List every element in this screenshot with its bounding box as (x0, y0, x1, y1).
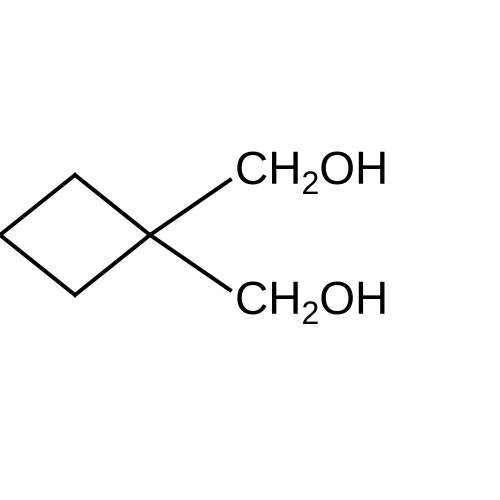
bond-lines (0, 0, 500, 500)
formula-subscript: 2 (301, 165, 319, 201)
bond-line (75, 175, 150, 235)
formula-text-oh: OH (319, 272, 388, 324)
formula-text-oh: OH (319, 142, 388, 194)
bond-line (150, 180, 230, 235)
bond-line (0, 235, 75, 295)
formula-lower: CH2OH (235, 271, 388, 332)
bond-line (75, 235, 150, 295)
formula-subscript: 2 (301, 295, 319, 331)
bond-line (0, 175, 75, 235)
formula-text-ch: CH (235, 272, 301, 324)
formula-text-ch: CH (235, 142, 301, 194)
chemical-structure-canvas: CH2OH CH2OH (0, 0, 500, 500)
formula-upper: CH2OH (235, 141, 388, 202)
bond-line (150, 235, 230, 290)
